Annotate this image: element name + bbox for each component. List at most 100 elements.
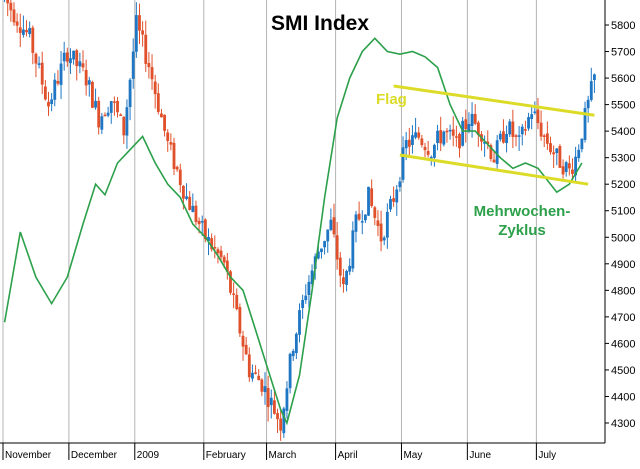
- candle-body: [75, 50, 79, 67]
- candle-body: [467, 123, 471, 132]
- candle-body: [229, 271, 232, 293]
- candle: [172, 137, 176, 176]
- candle-body: [263, 386, 267, 393]
- candle: [106, 106, 110, 118]
- candle: [360, 210, 364, 235]
- candle-body: [241, 335, 245, 347]
- candle-body: [288, 353, 292, 389]
- candles: [4, 0, 596, 441]
- candle: [464, 109, 468, 143]
- candle: [84, 59, 88, 96]
- candle-body: [395, 189, 399, 203]
- candle: [163, 114, 166, 137]
- candle: [320, 248, 323, 259]
- candle: [103, 112, 107, 117]
- candle-body: [571, 169, 574, 174]
- candle: [498, 130, 502, 142]
- candle: [583, 101, 587, 143]
- candle-body: [50, 99, 54, 105]
- candle-body: [458, 133, 461, 149]
- candle-body: [28, 27, 32, 34]
- candle: [276, 408, 279, 433]
- candle-body: [574, 156, 578, 176]
- candle-body: [43, 86, 47, 100]
- candle: [354, 210, 358, 243]
- candle-body: [72, 50, 76, 60]
- candle-body: [235, 294, 239, 310]
- candle-body: [442, 131, 446, 145]
- y-tick-label: 4500: [611, 365, 635, 377]
- candle: [542, 134, 546, 148]
- candle: [389, 195, 392, 212]
- x-axis-ticks: November December 2009 February March April Ma…: [2, 443, 556, 461]
- candle: [417, 126, 421, 140]
- x-tick-label: July: [538, 450, 556, 461]
- candle-body: [498, 133, 502, 140]
- candle: [257, 369, 261, 381]
- candle-body: [21, 29, 25, 35]
- candle-body: [9, 2, 13, 11]
- candle: [301, 294, 305, 319]
- candle: [191, 193, 195, 213]
- candle-body: [433, 144, 436, 158]
- candle-body: [37, 63, 41, 65]
- cycle-annotation-line2: Zyklus: [498, 222, 546, 239]
- candle-body: [254, 372, 257, 374]
- candle-body: [404, 140, 408, 149]
- candle: [185, 183, 188, 201]
- candle: [9, 0, 13, 22]
- candle: [473, 104, 477, 126]
- candle: [94, 88, 97, 110]
- candle: [448, 124, 452, 140]
- candle-body: [194, 205, 198, 223]
- candle-body: [448, 129, 452, 132]
- candle: [561, 159, 565, 179]
- candle-body: [530, 114, 534, 119]
- candle: [69, 48, 72, 74]
- y-tick-label: 5100: [611, 206, 635, 218]
- candle-body: [12, 9, 16, 23]
- candle: [536, 97, 540, 130]
- candle: [31, 25, 35, 65]
- candle-body: [34, 53, 38, 64]
- candle: [326, 229, 330, 253]
- candle-body: [225, 260, 229, 272]
- candle: [294, 332, 298, 360]
- candle: [439, 116, 443, 152]
- candle: [112, 96, 116, 116]
- candle: [552, 145, 556, 169]
- candle-body: [56, 80, 60, 84]
- candle: [213, 235, 217, 259]
- candle-body: [310, 270, 314, 284]
- candle-body: [392, 198, 396, 202]
- y-tick-label: 5800: [611, 20, 635, 32]
- candle-body: [53, 79, 57, 100]
- candle-body: [439, 130, 443, 144]
- candle: [323, 240, 327, 255]
- candle-body: [279, 418, 283, 431]
- y-axis-ticks: 4300 4400 4500 4600 4700 4800 4900 5000 5100 5200…: [605, 20, 635, 430]
- candle-body: [203, 219, 207, 240]
- candle: [178, 163, 182, 193]
- candle-body: [564, 162, 568, 173]
- candle-body: [373, 207, 377, 218]
- x-tick-label: December: [71, 450, 118, 461]
- candle-body: [138, 15, 141, 31]
- candle: [131, 38, 135, 89]
- candle: [338, 252, 342, 288]
- candle-body: [451, 129, 455, 136]
- candle-body: [244, 344, 248, 355]
- candle-body: [348, 265, 352, 272]
- candle: [169, 133, 173, 151]
- candle: [483, 135, 487, 157]
- candle-body: [191, 205, 195, 212]
- candle-body: [398, 181, 402, 188]
- candle: [56, 70, 60, 86]
- candle: [363, 214, 367, 223]
- x-tick-label: May: [403, 450, 422, 461]
- candle-body: [100, 116, 104, 130]
- candle-body: [78, 61, 82, 67]
- candle-body: [103, 114, 107, 117]
- candle-body: [555, 148, 559, 154]
- candle: [401, 136, 405, 183]
